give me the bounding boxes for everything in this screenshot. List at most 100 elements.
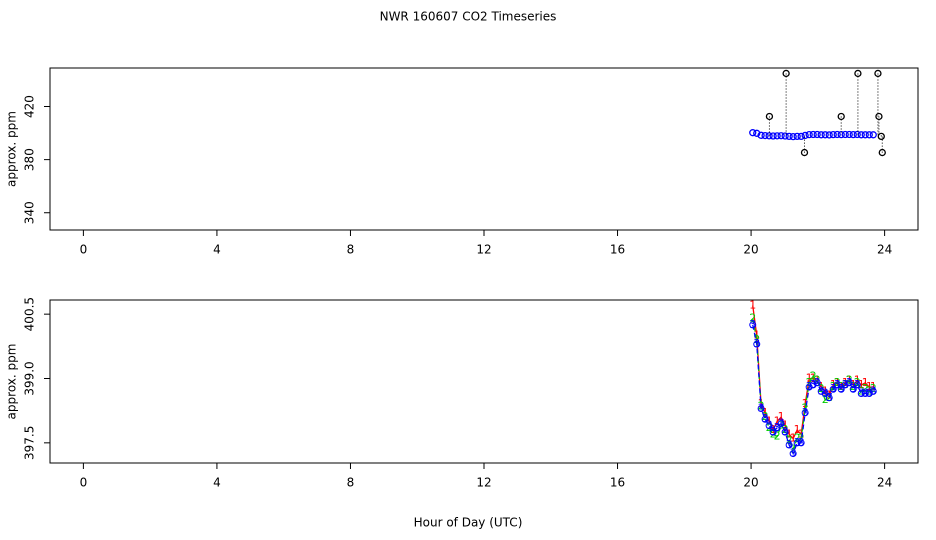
point-marker: 2	[778, 419, 785, 432]
point-marker: 2	[770, 427, 777, 440]
point	[849, 131, 857, 139]
point-marker: 1	[782, 419, 789, 432]
point	[854, 69, 862, 78]
point	[861, 131, 869, 139]
point	[809, 381, 817, 389]
x-tick-label: 12	[476, 476, 491, 490]
x-tick-label: 24	[877, 243, 892, 257]
point-marker: 1	[762, 406, 769, 419]
point-marker: 3	[810, 378, 817, 391]
point	[757, 131, 765, 139]
point-marker: 1	[774, 414, 781, 427]
point	[765, 132, 773, 140]
point	[761, 415, 769, 423]
point-marker: 1	[866, 380, 873, 393]
point-marker: 2	[798, 432, 805, 445]
point	[781, 428, 789, 436]
point-marker: 1	[802, 397, 809, 410]
point-marker: 3	[790, 447, 797, 460]
point-marker: 1	[766, 414, 773, 427]
y-axis-label: approx. ppm	[5, 111, 19, 187]
point	[825, 394, 833, 402]
y-tick-label: 380	[23, 148, 37, 171]
chart-title: NWR 160607 CO2 Timeseries	[380, 10, 557, 24]
x-tick-label: 20	[743, 243, 758, 257]
point	[821, 390, 829, 398]
point-marker: 1	[749, 299, 756, 312]
point	[801, 409, 809, 417]
point-marker: 2	[822, 393, 829, 406]
point-marker: 1	[758, 397, 765, 410]
point	[789, 133, 797, 141]
point	[849, 385, 857, 393]
point-marker: 3	[782, 425, 789, 438]
point-marker: 1	[806, 371, 813, 384]
point	[805, 131, 813, 139]
point-marker: 1	[794, 423, 801, 436]
point	[797, 439, 805, 447]
point	[869, 131, 877, 139]
point	[857, 131, 865, 139]
point-marker: 3	[794, 436, 801, 449]
x-tick-label: 8	[347, 243, 355, 257]
point	[757, 405, 765, 413]
point	[753, 129, 761, 137]
point	[825, 131, 833, 139]
point	[845, 130, 853, 139]
point-marker: 1	[818, 380, 825, 393]
point-marker: 2	[806, 376, 813, 389]
point	[805, 383, 813, 391]
point-marker: 3	[866, 387, 873, 400]
point	[833, 381, 841, 389]
y-tick-label: 340	[23, 201, 37, 224]
point-marker: 3	[822, 387, 829, 400]
point-marker: 2	[753, 333, 760, 346]
y-tick-label: 420	[23, 95, 37, 118]
point	[769, 428, 777, 436]
point-marker: 1	[858, 378, 865, 391]
point-marker: 3	[834, 378, 841, 391]
point	[765, 422, 773, 430]
point	[829, 385, 837, 393]
point	[801, 131, 809, 140]
point-marker: 3	[753, 337, 760, 350]
point-marker: 3	[858, 387, 865, 400]
point-marker: 3	[846, 376, 853, 389]
y-axis-label: approx. ppm	[5, 344, 19, 420]
point	[874, 69, 882, 78]
point	[878, 148, 886, 157]
point	[829, 131, 837, 139]
point	[749, 321, 757, 329]
x-tick-label: 24	[877, 476, 892, 490]
point-marker: 1	[830, 378, 837, 391]
point-marker: 1	[870, 380, 877, 393]
x-tick-label: 0	[80, 476, 88, 490]
x-axis-label: Hour of Day (UTC)	[414, 516, 523, 530]
point	[761, 131, 769, 140]
y-tick-label: 397.5	[23, 426, 37, 460]
point-marker: 3	[818, 384, 825, 397]
point	[777, 420, 785, 428]
point	[769, 132, 777, 140]
x-tick-label: 12	[476, 243, 491, 257]
point-marker: 2	[802, 402, 809, 415]
point	[869, 387, 877, 395]
point-marker: 1	[810, 371, 817, 384]
point-marker: 3	[786, 438, 793, 451]
plot-frame	[49, 67, 919, 231]
point-marker: 3	[766, 419, 773, 432]
point-marker: 2	[810, 369, 817, 382]
point	[857, 390, 865, 398]
point-marker: 1	[854, 374, 861, 387]
point	[837, 112, 845, 121]
point	[841, 381, 849, 389]
point-marker: 2	[862, 382, 869, 395]
point-marker: 2	[786, 434, 793, 447]
point	[841, 130, 849, 139]
point	[773, 424, 781, 432]
y-tick-label: 400.5	[23, 297, 37, 331]
point-marker: 1	[798, 427, 805, 440]
point	[785, 132, 793, 141]
point	[853, 130, 861, 139]
